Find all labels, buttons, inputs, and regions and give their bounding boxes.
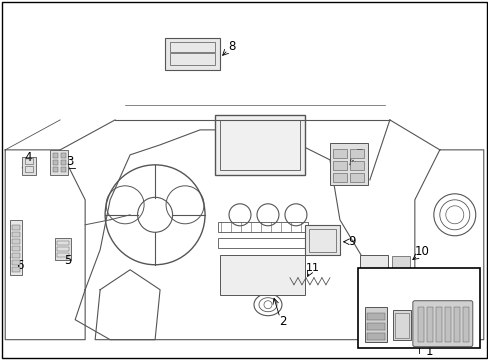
Bar: [55, 238, 71, 260]
Bar: [417, 307, 423, 342]
Bar: [61, 160, 66, 165]
Bar: [218, 222, 307, 232]
Bar: [218, 238, 307, 248]
Bar: [329, 143, 367, 185]
Bar: [25, 166, 33, 172]
Bar: [12, 246, 20, 251]
Bar: [57, 247, 69, 251]
Text: 4: 4: [24, 151, 32, 165]
Bar: [25, 158, 33, 164]
Bar: [359, 255, 387, 275]
FancyBboxPatch shape: [412, 301, 472, 347]
Text: 11: 11: [305, 263, 319, 273]
Text: 3: 3: [66, 156, 74, 168]
Bar: [366, 333, 384, 340]
Bar: [61, 167, 66, 172]
Text: 2: 2: [279, 315, 286, 328]
Bar: [12, 260, 20, 265]
Bar: [170, 42, 215, 52]
Bar: [53, 153, 58, 158]
Bar: [366, 313, 384, 320]
Bar: [332, 173, 346, 182]
Bar: [12, 239, 20, 244]
Bar: [170, 53, 215, 65]
Bar: [349, 173, 363, 182]
Text: 8: 8: [228, 40, 235, 53]
Bar: [435, 307, 441, 342]
Bar: [392, 310, 410, 340]
Bar: [10, 220, 22, 275]
Bar: [12, 225, 20, 230]
Bar: [12, 267, 20, 272]
Bar: [57, 253, 69, 257]
Bar: [444, 307, 450, 342]
Bar: [22, 157, 36, 175]
Bar: [462, 307, 468, 342]
Bar: [215, 115, 305, 175]
Bar: [12, 253, 20, 258]
Bar: [165, 38, 220, 70]
Bar: [453, 307, 459, 342]
Bar: [308, 229, 335, 252]
Text: 10: 10: [413, 245, 428, 258]
Bar: [332, 161, 346, 170]
Bar: [394, 313, 408, 338]
Bar: [50, 150, 68, 175]
Bar: [357, 268, 479, 348]
Bar: [53, 160, 58, 165]
Text: 6: 6: [17, 259, 24, 272]
Bar: [366, 323, 384, 330]
Bar: [305, 225, 339, 255]
Bar: [349, 161, 363, 170]
Bar: [61, 153, 66, 158]
Text: 1: 1: [425, 345, 433, 358]
Bar: [53, 167, 58, 172]
Bar: [426, 307, 432, 342]
Bar: [57, 241, 69, 245]
Bar: [220, 255, 305, 295]
Bar: [364, 307, 386, 342]
Bar: [332, 149, 346, 158]
Bar: [349, 149, 363, 158]
Text: 7: 7: [355, 148, 363, 161]
Text: 5: 5: [64, 254, 72, 267]
Bar: [220, 120, 299, 170]
Bar: [12, 232, 20, 237]
Text: 9: 9: [347, 235, 355, 248]
Bar: [391, 256, 409, 272]
